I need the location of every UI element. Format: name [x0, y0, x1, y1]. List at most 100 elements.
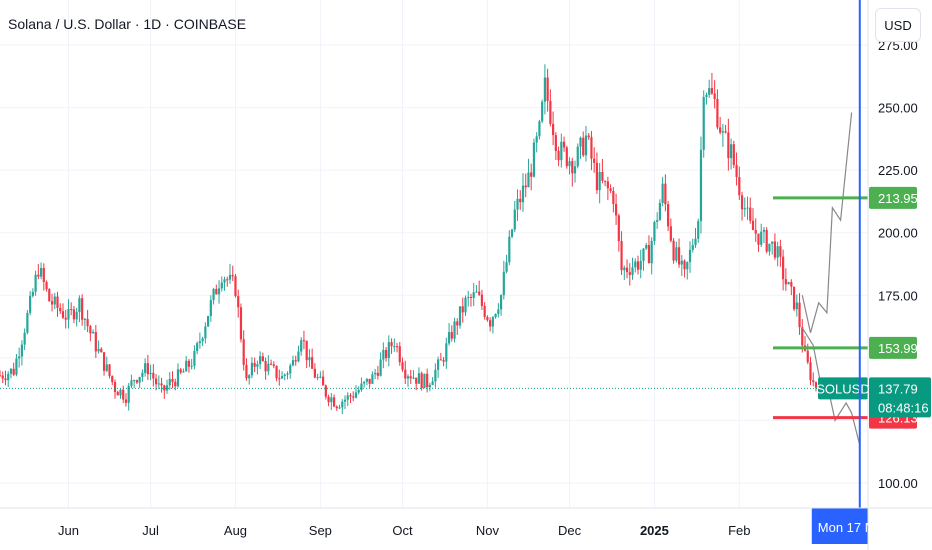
candle-body — [111, 375, 114, 383]
candle-body — [401, 362, 404, 370]
candle-body — [280, 376, 284, 379]
candle-body — [686, 262, 689, 270]
candle-body — [510, 229, 514, 237]
candle-body — [472, 292, 475, 298]
candle-body — [133, 380, 136, 382]
candle-body — [505, 262, 508, 272]
level-label-bg — [869, 186, 917, 209]
chart-title: Solana / U.S. Dollar · 1D · COINBASE — [8, 16, 247, 32]
candle-body — [261, 356, 264, 362]
candle-body — [431, 381, 434, 385]
candle-body — [576, 146, 579, 167]
candle-body — [437, 359, 440, 370]
candle-body — [0, 375, 2, 377]
candle-body — [773, 241, 777, 258]
candle-body — [743, 208, 746, 210]
candle-body — [374, 372, 377, 375]
candle-body — [765, 229, 768, 252]
candle-body — [168, 378, 171, 386]
candle-body — [478, 291, 481, 295]
candle-body — [269, 363, 273, 365]
candle-body — [313, 368, 316, 378]
candle-body — [384, 349, 388, 359]
candle-body — [26, 312, 29, 333]
candle-body — [656, 220, 659, 222]
candle-body — [527, 172, 530, 188]
candle-body — [675, 247, 678, 261]
candle-body — [524, 185, 527, 188]
candle-body — [549, 100, 552, 124]
candle-body — [163, 385, 166, 391]
level-label-bg — [869, 336, 917, 359]
candle-body — [56, 296, 59, 308]
candle-body — [579, 137, 582, 147]
candle-body — [135, 380, 139, 383]
candle-body — [779, 246, 782, 257]
candle-body — [176, 369, 180, 387]
candle-body — [130, 380, 133, 386]
candle-body — [259, 356, 262, 365]
candle-body — [12, 368, 15, 375]
candle-body — [636, 261, 640, 270]
candle-body — [196, 343, 199, 351]
candle-body — [738, 177, 741, 196]
y-tick-label: 100.00 — [878, 476, 918, 491]
candle-body — [565, 147, 568, 167]
candle-body — [360, 383, 363, 390]
candle-body — [729, 144, 733, 159]
candle-body — [653, 221, 656, 241]
candle-body — [771, 241, 774, 244]
candle-body — [625, 267, 629, 273]
candle-body — [464, 297, 467, 313]
candle-body — [245, 364, 248, 379]
candle-body — [642, 248, 645, 261]
candle-body — [532, 142, 536, 177]
candle-body — [352, 396, 355, 398]
candle-body — [442, 360, 445, 362]
candle-body — [406, 376, 410, 379]
candle-body — [354, 392, 358, 398]
candle-body — [305, 340, 308, 361]
candle-body — [4, 378, 7, 381]
candle-body — [661, 183, 664, 203]
candle-body — [650, 240, 653, 264]
candle-body — [264, 361, 267, 372]
candle-body — [15, 358, 18, 375]
candle-body — [387, 342, 390, 359]
candle-body — [760, 231, 763, 245]
candle-body — [113, 382, 117, 393]
candle-body — [557, 150, 560, 161]
candle-body — [732, 144, 735, 165]
candle-body — [604, 180, 607, 182]
candle-body — [560, 141, 563, 161]
candle-body — [754, 230, 757, 234]
candle-body — [546, 77, 549, 101]
candle-body — [598, 172, 601, 191]
candle-body — [645, 245, 648, 249]
candle-body — [453, 321, 456, 339]
candle-body — [289, 365, 292, 374]
candle-body — [124, 399, 128, 403]
candle-body — [7, 373, 10, 381]
candle-body — [475, 291, 478, 293]
candle-body — [562, 141, 566, 148]
candle-body — [798, 302, 801, 328]
candle-body — [776, 246, 779, 258]
candle-body — [346, 395, 349, 400]
candle-body — [582, 137, 585, 156]
y-tick-label: 200.00 — [878, 226, 918, 241]
x-tick-label: Sep — [309, 523, 332, 538]
candle-body — [639, 260, 642, 270]
candle-body — [160, 383, 163, 386]
candle-body — [601, 172, 604, 181]
candle-body — [204, 326, 207, 339]
candle-body — [171, 378, 174, 382]
candle-body — [535, 136, 538, 143]
candle-body — [209, 300, 212, 317]
candle-body — [404, 369, 407, 379]
currency-button[interactable]: USD — [875, 8, 921, 42]
candle-body — [502, 271, 505, 296]
